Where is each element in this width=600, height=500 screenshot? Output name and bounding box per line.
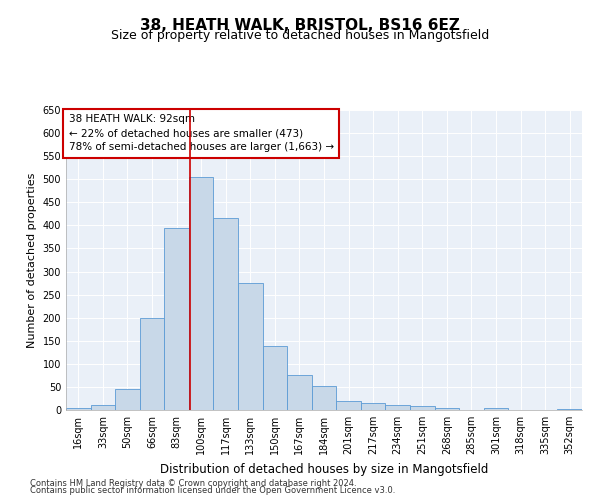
Bar	[115, 389, 140, 410]
Bar	[140, 318, 164, 410]
X-axis label: Distribution of detached houses by size in Mangotsfield: Distribution of detached houses by size …	[160, 462, 488, 475]
Bar	[385, 406, 410, 410]
Bar	[434, 408, 459, 410]
Bar	[164, 228, 189, 410]
Bar	[214, 218, 238, 410]
Bar	[238, 283, 263, 410]
Bar	[287, 376, 312, 410]
Bar	[361, 403, 385, 410]
Text: 38 HEATH WALK: 92sqm
← 22% of detached houses are smaller (473)
78% of semi-deta: 38 HEATH WALK: 92sqm ← 22% of detached h…	[68, 114, 334, 152]
Bar	[66, 408, 91, 410]
Bar	[336, 401, 361, 410]
Y-axis label: Number of detached properties: Number of detached properties	[27, 172, 37, 348]
Bar	[410, 406, 434, 410]
Text: 38, HEATH WALK, BRISTOL, BS16 6EZ: 38, HEATH WALK, BRISTOL, BS16 6EZ	[140, 18, 460, 32]
Bar	[263, 346, 287, 410]
Bar	[484, 408, 508, 410]
Text: Contains public sector information licensed under the Open Government Licence v3: Contains public sector information licen…	[30, 486, 395, 495]
Bar	[312, 386, 336, 410]
Bar	[189, 177, 214, 410]
Text: Size of property relative to detached houses in Mangotsfield: Size of property relative to detached ho…	[111, 29, 489, 42]
Bar	[557, 409, 582, 410]
Text: Contains HM Land Registry data © Crown copyright and database right 2024.: Contains HM Land Registry data © Crown c…	[30, 478, 356, 488]
Bar	[91, 406, 115, 410]
